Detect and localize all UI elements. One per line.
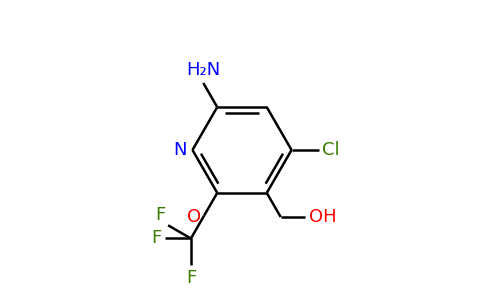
Text: OH: OH <box>309 208 336 226</box>
Text: F: F <box>186 268 196 286</box>
Text: H₂N: H₂N <box>186 61 220 79</box>
Text: O: O <box>187 208 201 226</box>
Text: Cl: Cl <box>322 141 340 159</box>
Text: F: F <box>155 206 165 224</box>
Text: N: N <box>173 141 187 159</box>
Text: F: F <box>151 230 162 247</box>
